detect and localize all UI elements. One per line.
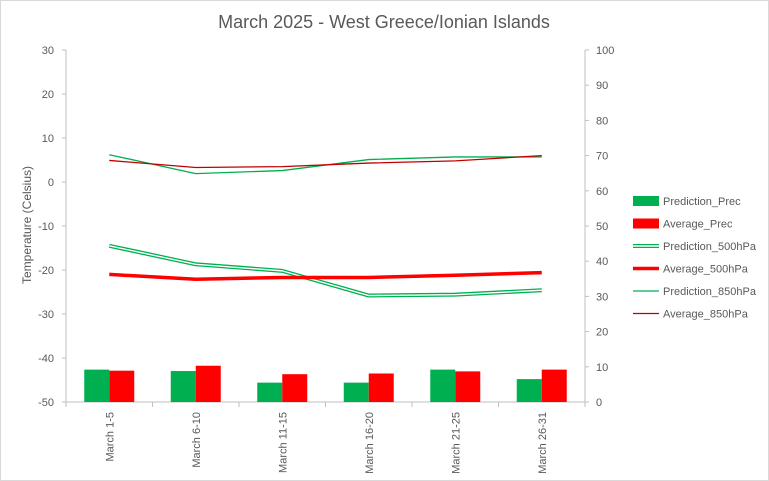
right-tick-label: 20: [596, 327, 608, 339]
left-tick-label: 0: [48, 177, 54, 189]
x-tick-label: March 11-15: [277, 412, 289, 473]
right-tick-label: 60: [596, 186, 608, 198]
left-tick-label: 30: [42, 45, 54, 57]
legend-average-prec-swatch: [633, 218, 659, 229]
bar-prediction-prec: [257, 382, 283, 402]
left-tick-label: 20: [42, 89, 54, 101]
legend-prediction-500hpa-label: Prediction_500hPa: [663, 241, 757, 253]
line-average-850hpa: [109, 154, 542, 169]
left-tick-label: -30: [38, 309, 54, 321]
x-tick-label: March 1-5: [104, 412, 116, 462]
chart-marks: 3020100-10-20-30-40-50100908070605040302…: [38, 45, 614, 474]
left-tick-label: -40: [38, 353, 54, 365]
right-tick-label: 50: [596, 221, 608, 233]
right-tick-label: 40: [596, 256, 608, 268]
legend-prediction-850hpa-label: Prediction_850hPa: [663, 286, 757, 298]
right-tick-label: 90: [596, 80, 608, 92]
right-tick-label: 30: [596, 291, 608, 303]
line-prediction-500hpa-inner: [109, 245, 542, 297]
bar-prediction-prec: [430, 369, 456, 402]
left-tick-label: -50: [38, 397, 54, 409]
right-tick-label: 70: [596, 151, 608, 163]
line-prediction-850hpa: [109, 154, 542, 175]
x-tick-label: March 21-25: [450, 412, 462, 474]
legend-average-prec-label: Average_Prec: [663, 219, 733, 231]
x-tick-label: March 6-10: [191, 412, 203, 468]
chart-title: March 2025 - West Greece/Ionian Islands: [218, 12, 550, 32]
right-tick-label: 80: [596, 115, 608, 127]
bar-prediction-prec: [170, 371, 196, 402]
bar-average-prec: [455, 371, 481, 402]
legend-average-500hpa-label: Average_500hPa: [663, 264, 749, 276]
left-tick-label: -20: [38, 265, 54, 277]
left-tick-label: -10: [38, 221, 54, 233]
right-tick-label: 0: [596, 397, 602, 409]
x-tick-label: March 16-20: [364, 412, 376, 474]
bar-average-prec: [282, 374, 308, 402]
bar-average-prec: [109, 370, 135, 402]
bar-prediction-prec: [516, 379, 542, 402]
left-axis-title: Temperature (Celsius): [20, 166, 34, 284]
bar-average-prec: [368, 373, 394, 402]
x-tick-label: March 26-31: [537, 412, 549, 474]
legend-prediction-prec-swatch: [633, 196, 659, 206]
chart-legend: Prediction_Prec Average_Prec Prediction_50…: [633, 196, 757, 321]
legend-average-850hpa-label: Average_850hPa: [663, 309, 749, 321]
left-tick-label: 10: [42, 133, 54, 145]
right-tick-label: 10: [596, 362, 608, 374]
bar-average-prec: [195, 365, 221, 402]
bar-average-prec: [541, 369, 567, 402]
bar-prediction-prec: [343, 382, 369, 402]
line-average-500hpa: [109, 270, 542, 281]
legend-prediction-prec-label: Prediction_Prec: [663, 196, 741, 208]
line-prediction-500hpa: [108, 243, 542, 298]
bar-prediction-prec: [84, 369, 110, 402]
right-tick-label: 100: [596, 45, 614, 57]
